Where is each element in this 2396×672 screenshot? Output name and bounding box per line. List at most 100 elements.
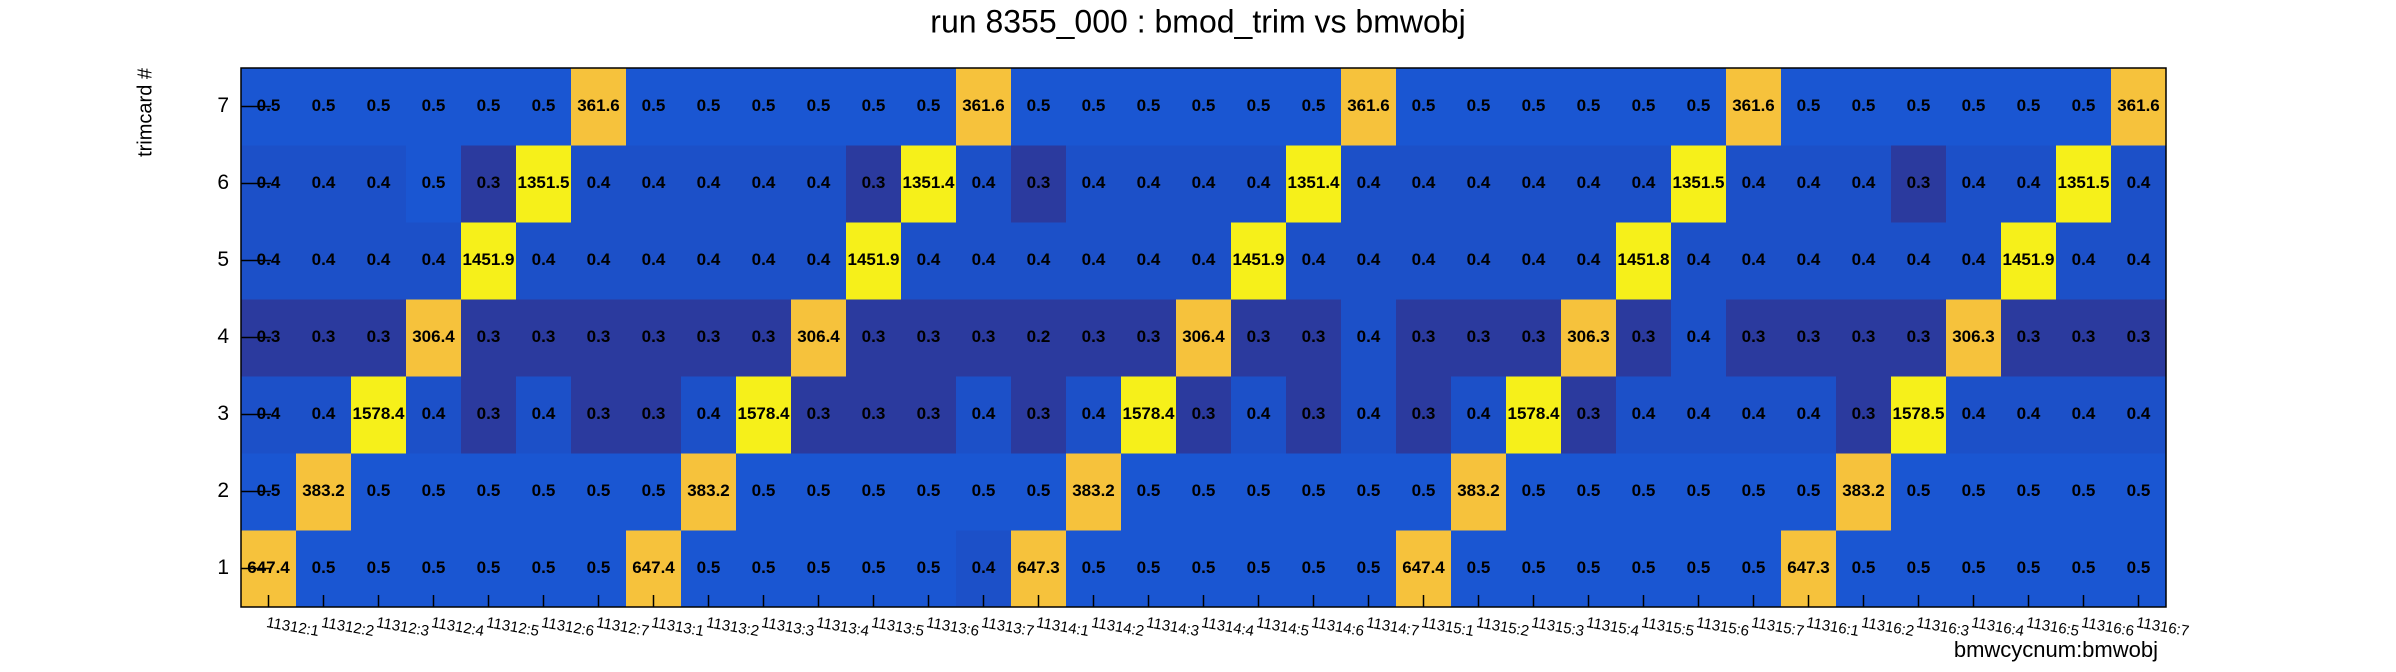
cell-label: 0.5: [367, 96, 391, 115]
cell: [626, 453, 682, 531]
cell-label: 0.5: [917, 96, 941, 115]
cell: [1891, 299, 1947, 377]
cell-label: 361.6: [962, 96, 1005, 115]
cell: [2056, 299, 2112, 377]
x-tick-label: 11316:1: [1805, 614, 1860, 640]
cell: [296, 222, 352, 300]
cell: [406, 145, 462, 223]
cell: [1836, 530, 1892, 608]
cell-label: 0.3: [367, 327, 391, 346]
cell-label: 0.5: [1852, 96, 1876, 115]
cell-label: 0.5: [1632, 96, 1656, 115]
cell: [2111, 376, 2167, 454]
cell: [1671, 299, 1727, 377]
cell-label: 0.5: [1192, 558, 1216, 577]
cell-label: 0.5: [1192, 481, 1216, 500]
cell: [1341, 530, 1397, 608]
cell-label: 0.5: [1357, 481, 1381, 500]
cell-label: 0.4: [257, 250, 281, 269]
cell: [1396, 222, 1452, 300]
cell-label: 0.4: [367, 173, 391, 192]
cell-label: 0.5: [1027, 481, 1051, 500]
cell: [296, 299, 352, 377]
cell: [1836, 376, 1892, 454]
cell: [1176, 376, 1232, 454]
cell: [626, 299, 682, 377]
cell: [461, 530, 517, 608]
cell: [1891, 530, 1947, 608]
cell: [1341, 299, 1397, 377]
cell: [1341, 453, 1397, 531]
cell: [1506, 453, 1562, 531]
cell-label: 0.3: [1522, 327, 1546, 346]
cell: [681, 68, 737, 146]
cell: [1946, 376, 2002, 454]
cell-label: 0.5: [1907, 558, 1931, 577]
cell: [1066, 376, 1122, 454]
cell-label: 0.3: [1467, 327, 1491, 346]
y-tick-label: 3: [217, 402, 229, 425]
cell-label: 0.5: [697, 558, 721, 577]
cell: [1066, 453, 1122, 531]
cell-label: 0.4: [1522, 173, 1546, 192]
cell-label: 0.5: [1852, 558, 1876, 577]
cell: [2056, 376, 2112, 454]
cell: [956, 376, 1012, 454]
cell-label: 0.5: [587, 481, 611, 500]
x-tick-label: 11312:1: [265, 614, 320, 640]
cell: [1011, 222, 1067, 300]
cell: [2111, 299, 2167, 377]
cell: [1396, 453, 1452, 531]
cell: [1176, 299, 1232, 377]
cell-label: 0.5: [807, 481, 831, 500]
cell-label: 0.5: [1082, 558, 1106, 577]
cell-label: 0.4: [1192, 250, 1216, 269]
cell: [2111, 145, 2167, 223]
cell: [1066, 530, 1122, 608]
cell: [1286, 530, 1342, 608]
cell: [1781, 68, 1837, 146]
cell-label: 0.5: [917, 481, 941, 500]
x-tick-label: 11314:2: [1090, 614, 1145, 640]
cell-label: 1351.5: [2058, 173, 2110, 192]
cell: [2056, 453, 2112, 531]
cell: [2001, 376, 2057, 454]
cell-label: 0.3: [1027, 173, 1051, 192]
cell-label: 0.5: [367, 558, 391, 577]
cell: [1616, 453, 1672, 531]
cell: [461, 453, 517, 531]
cell-label: 0.5: [1577, 96, 1601, 115]
cell: [1561, 530, 1617, 608]
cell: [626, 376, 682, 454]
x-tick-label: 11313:4: [815, 614, 870, 640]
cell-label: 0.4: [972, 558, 996, 577]
cell: [1396, 299, 1452, 377]
cell: [1781, 299, 1837, 377]
cell: [681, 145, 737, 223]
cell-label: 1351.4: [903, 173, 956, 192]
cell: [571, 145, 627, 223]
cell-label: 0.5: [1742, 481, 1766, 500]
cell-label: 0.2: [1027, 327, 1051, 346]
cell-label: 0.4: [532, 404, 556, 423]
cell: [1726, 453, 1782, 531]
cell-label: 0.5: [1027, 96, 1051, 115]
cell-label: 0.4: [1577, 250, 1601, 269]
cell-label: 0.3: [1027, 404, 1051, 423]
cell-label: 0.5: [2127, 481, 2151, 500]
cell-label: 0.4: [2127, 404, 2151, 423]
cell: [1781, 530, 1837, 608]
cell-label: 0.4: [1962, 173, 1986, 192]
cell: [1011, 530, 1067, 608]
cell: [1726, 376, 1782, 454]
cell-label: 0.5: [1797, 96, 1821, 115]
cell-label: 0.3: [1302, 404, 1326, 423]
cell-label: 0.5: [477, 481, 501, 500]
cell-label: 0.5: [1137, 481, 1161, 500]
cell: [1506, 145, 1562, 223]
cell: [1781, 376, 1837, 454]
cell-label: 0.5: [1742, 558, 1766, 577]
cell-label: 361.6: [577, 96, 620, 115]
cell-label: 1578.4: [1508, 404, 1561, 423]
cell-label: 0.3: [1412, 404, 1436, 423]
